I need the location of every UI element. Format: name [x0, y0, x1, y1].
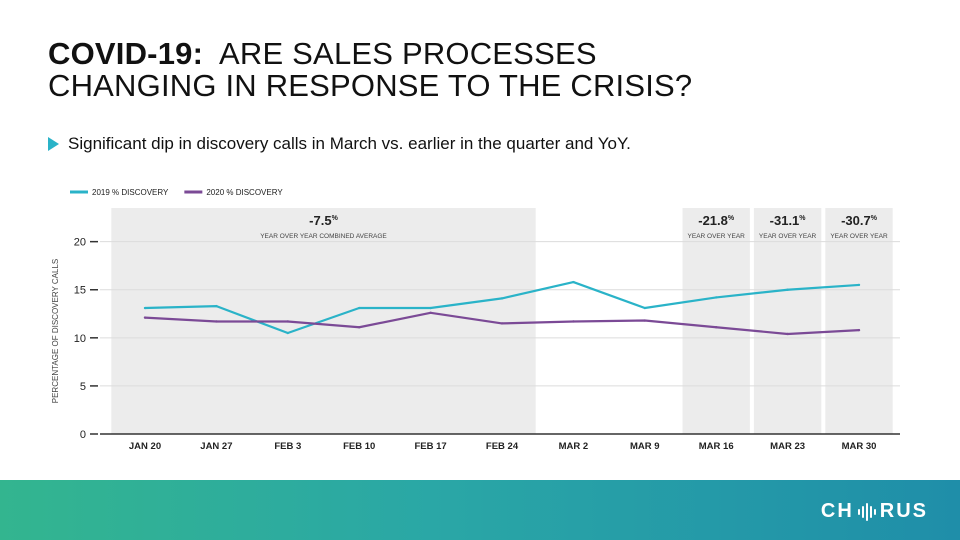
region-value-number-3: -30.7	[841, 213, 871, 228]
series-1-point-4	[429, 311, 432, 315]
page-title: COVID-19: ARE SALES PROCESSES CHANGING I…	[48, 38, 692, 102]
region-value-2: -31.1%	[770, 213, 807, 228]
series-0-point-0	[143, 306, 147, 310]
region-caption-3: YEAR OVER YEAR	[830, 233, 888, 240]
x-tick-label-7: MAR 9	[630, 441, 660, 452]
chorus-logo: CH RUS	[821, 500, 928, 523]
bullet-row: Significant dip in discovery calls in Ma…	[48, 134, 631, 154]
legend-label-0: 2019 % DISCOVERY	[92, 188, 169, 197]
region-value-number-1: -21.8	[698, 213, 728, 228]
series-1-point-5	[500, 322, 504, 325]
region-value-number-2: -31.1	[770, 213, 800, 228]
x-tick-label-6: MAR 2	[559, 441, 589, 452]
series-0-point-4	[429, 306, 432, 310]
region-caption-0: YEAR OVER YEAR COMBINED AVERAGE	[260, 233, 387, 240]
shaded-region-1	[682, 208, 750, 434]
series-0-point-8	[715, 296, 718, 299]
series-1-point-7	[643, 319, 646, 322]
x-tick-label-4: FEB 17	[414, 441, 446, 452]
x-tick-label-8: MAR 16	[699, 441, 734, 452]
title-line2: CHANGING IN RESPONSE TO THE CRISIS?	[48, 68, 693, 103]
x-tick-label-0: JAN 20	[129, 441, 161, 452]
soundwave-icon	[857, 502, 877, 522]
x-tick-label-2: FEB 3	[274, 441, 301, 452]
x-tick-label-10: MAR 30	[842, 441, 877, 452]
region-value-unit-1: %	[728, 215, 735, 222]
shaded-region-2	[753, 208, 822, 434]
x-tick-label-3: FEB 10	[343, 441, 375, 452]
series-0-point-7	[643, 306, 646, 310]
series-1-point-6	[572, 320, 575, 323]
region-value-1: -21.8%	[698, 213, 735, 228]
y-tick-label-1: 5	[80, 381, 86, 393]
series-0-point-9	[786, 288, 789, 291]
title-bold: COVID-19:	[48, 36, 204, 71]
series-1-point-10	[857, 328, 861, 332]
series-1-point-3	[358, 326, 361, 329]
region-caption-2: YEAR OVER YEAR	[759, 233, 817, 240]
series-0-point-6	[572, 280, 575, 284]
shaded-region-3	[825, 208, 893, 434]
series-0-point-10	[857, 283, 861, 287]
series-1-point-1	[215, 320, 218, 323]
series-0-point-3	[358, 306, 361, 310]
series-1-point-8	[715, 326, 718, 329]
legend-label-1: 2020 % DISCOVERY	[206, 188, 283, 197]
region-value-unit-3: %	[871, 215, 878, 222]
discovery-line-chart: -7.5% YEAR OVER YEAR COMBINED AVERAGE -21.…	[51, 188, 900, 452]
title-line1: ARE SALES PROCESSES	[219, 36, 597, 71]
logo-text-left: CH	[820, 500, 854, 522]
region-value-0: -7.5%	[309, 213, 338, 228]
y-tick-label-0: 0	[80, 429, 86, 441]
logo-text-right: RUS	[879, 500, 928, 522]
y-axis-title: PERCENTAGE OF DISCOVERY CALLS	[51, 259, 60, 403]
series-0-point-2	[286, 331, 289, 335]
region-value-number-0: -7.5	[309, 213, 331, 228]
x-tick-label-1: JAN 27	[200, 441, 232, 452]
footer-band: CH RUS	[0, 480, 960, 540]
y-tick-label-2: 10	[74, 333, 86, 345]
region-value-unit-2: %	[799, 215, 806, 222]
series-1-point-0	[143, 316, 147, 319]
bullet-text: Significant dip in discovery calls in Ma…	[68, 134, 631, 153]
series-0-point-1	[215, 304, 218, 308]
y-tick-label-4: 20	[74, 237, 86, 249]
series-0-point-5	[500, 297, 504, 300]
region-value-3: -30.7%	[841, 213, 878, 228]
region-caption-1: YEAR OVER YEAR	[688, 233, 746, 240]
region-value-unit-0: %	[332, 215, 339, 222]
series-1-point-2	[286, 320, 289, 323]
triangle-bullet-icon	[48, 137, 59, 151]
series-1-point-9	[786, 332, 789, 336]
x-tick-label-5: FEB 24	[486, 441, 519, 452]
y-tick-label-3: 15	[74, 285, 86, 297]
x-tick-label-9: MAR 23	[770, 441, 805, 452]
